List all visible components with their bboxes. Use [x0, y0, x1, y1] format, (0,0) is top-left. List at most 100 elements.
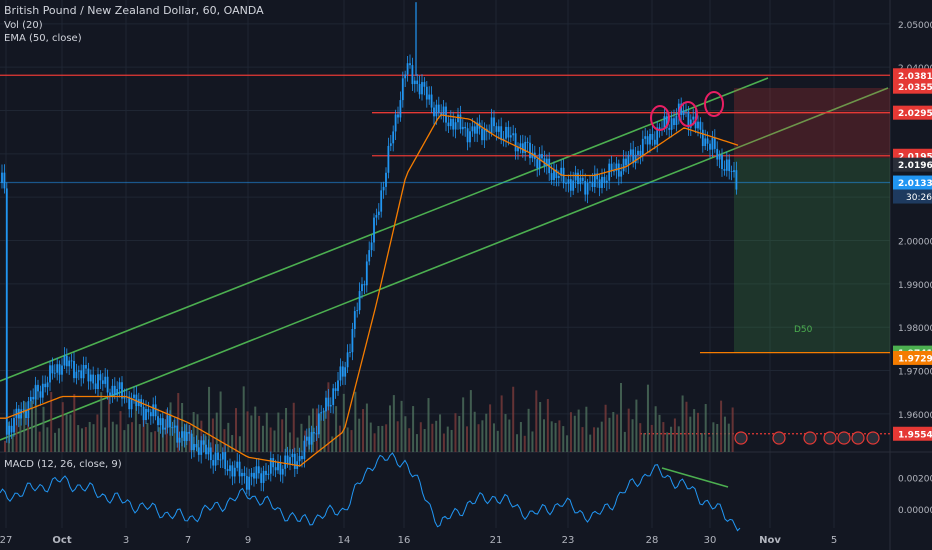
candle-body [272, 458, 275, 468]
candle-body [507, 126, 510, 138]
volume-legend: Vol (20) [4, 20, 43, 31]
volume-bar [593, 427, 596, 452]
price-tag-label: 2.03550 [898, 83, 932, 93]
time-axis[interactable]: 27 Oct 3 7 9 14 16 21 23 28 30 Nov 5 [0, 535, 837, 546]
candle-body [58, 364, 61, 375]
volume-bar [250, 415, 253, 452]
candle-body [387, 145, 390, 173]
candle-body [325, 397, 327, 412]
candle-body [121, 382, 123, 399]
candle-body [82, 364, 85, 379]
candle-body [41, 383, 44, 398]
volume-bar [523, 435, 526, 452]
candle-body [709, 143, 711, 150]
price-tag [893, 68, 932, 83]
price-tag-label: 1.95541 [898, 430, 932, 440]
candle-body [449, 118, 452, 127]
candle-body [711, 137, 714, 150]
volume-bar [42, 406, 45, 452]
volume-bar [427, 398, 430, 452]
candle-body [219, 459, 222, 461]
volume-bar [134, 399, 137, 452]
volume-bar [281, 419, 284, 452]
volume-bar [238, 436, 241, 452]
candle-body [245, 476, 248, 490]
volume-bar [265, 412, 268, 452]
candle-body [670, 118, 673, 130]
volume-bar [319, 413, 322, 452]
candle-body [329, 404, 332, 407]
volume-bar [496, 430, 499, 452]
volume-bar [46, 427, 49, 452]
volume-bar [15, 411, 18, 452]
candle-body [399, 100, 402, 118]
volume-bar [377, 426, 380, 452]
candle-body [716, 148, 719, 160]
candle-body [673, 118, 675, 126]
volume-bar [600, 421, 603, 452]
volume-bar [512, 386, 515, 452]
candle-body [106, 376, 109, 393]
candle-body [111, 385, 114, 396]
candle-body [205, 444, 207, 455]
volume-bar [704, 404, 707, 452]
candle-body [389, 143, 392, 146]
price-axis[interactable]: 2.050002.040002.030002.020002.010002.000… [893, 21, 932, 516]
candle-body [214, 452, 217, 466]
candle-body [730, 171, 733, 172]
candle-body [454, 122, 457, 130]
candle-body [550, 173, 553, 181]
candle-body [250, 472, 253, 477]
volume-bar [292, 402, 295, 452]
candle-body [89, 374, 92, 382]
candle-body [397, 114, 399, 118]
candle-body [109, 392, 111, 396]
volume-bar [646, 384, 649, 452]
candle-body [560, 167, 563, 177]
price-tag [893, 426, 932, 441]
volume-bar [211, 418, 214, 452]
candle-body [593, 173, 596, 188]
candle-body [632, 149, 635, 164]
volume-bar [508, 419, 511, 452]
target-zone [734, 158, 890, 352]
time-axis-tick: 21 [490, 535, 503, 546]
volume-bar [223, 429, 226, 452]
candle-body [262, 470, 265, 483]
volume-bar [712, 422, 715, 452]
candle-body [603, 176, 606, 183]
candle-body [46, 382, 49, 388]
volume-bar [550, 421, 553, 452]
candle-body [63, 355, 66, 366]
candle-body [370, 242, 373, 251]
price-tag-label: 2.01956 [898, 152, 932, 162]
candle-body [541, 154, 543, 159]
candle-body [32, 396, 35, 400]
candle-body [53, 372, 56, 374]
price-axis-tick: 1.96000 [898, 411, 932, 421]
ema-series [0, 114, 739, 467]
price-axis-tick: 1.99000 [898, 281, 932, 291]
price-tag-label: 2.02950 [898, 109, 932, 119]
candle-body [639, 150, 642, 157]
candle-body [694, 116, 697, 129]
volume-bar [554, 422, 557, 452]
volume-bar [362, 409, 365, 452]
candle-body [697, 121, 699, 129]
candle-body [634, 154, 637, 164]
volume-bar [612, 412, 615, 452]
pattern-circle [650, 105, 670, 131]
candle-body [183, 431, 186, 442]
candle-body [334, 388, 337, 391]
time-axis-tick: Nov [759, 535, 781, 546]
candle-body [25, 409, 27, 419]
volume-bar [34, 386, 37, 452]
volume-bar [546, 399, 549, 452]
candle-body [320, 412, 323, 414]
candle-body [363, 284, 366, 286]
candle-body [87, 368, 90, 382]
countdown-label: 30:26 [906, 193, 932, 203]
